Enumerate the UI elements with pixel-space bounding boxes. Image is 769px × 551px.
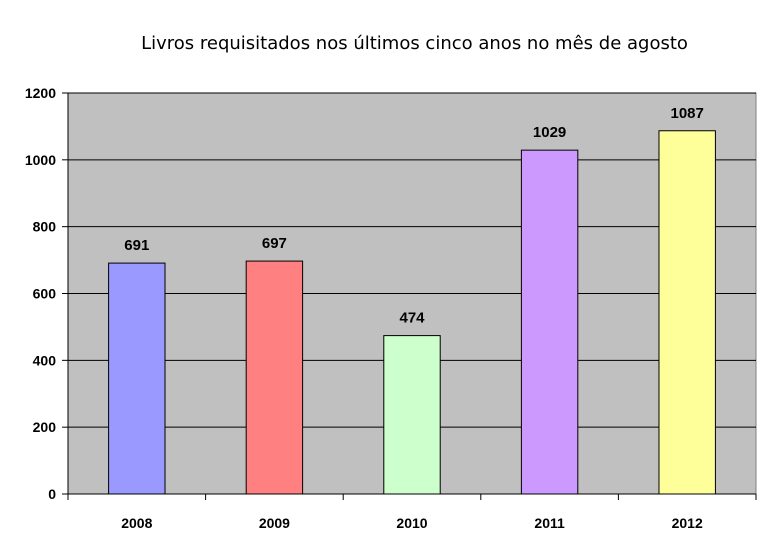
data-label-2012: 1087	[671, 105, 704, 122]
x-tick-label-2009: 2009	[259, 515, 290, 531]
bar-2011	[520, 149, 579, 495]
y-tick-label: 1200	[25, 85, 56, 101]
y-tick-label: 600	[33, 286, 57, 302]
y-tick-label: 1000	[25, 152, 56, 168]
data-label-2008: 691	[124, 237, 149, 254]
x-tick-label-2011: 2011	[534, 515, 565, 531]
y-tick-label: 0	[48, 486, 56, 502]
data-label-2010: 474	[399, 310, 425, 327]
y-tick-label: 400	[33, 352, 57, 368]
y-tick-label: 800	[33, 219, 57, 235]
chart-title: Livros requisitados nos últimos cinco an…	[141, 33, 688, 54]
x-tick-label-2012: 2012	[672, 515, 703, 531]
x-tick-label-2008: 2008	[121, 515, 152, 531]
bar-2010	[383, 335, 441, 495]
x-tick-label-2010: 2010	[396, 515, 427, 531]
data-label-2009: 697	[262, 235, 287, 252]
y-tick-label: 200	[33, 419, 57, 435]
bar-2008	[108, 262, 166, 495]
bar-2009	[245, 260, 304, 495]
bar-2012	[658, 130, 716, 495]
data-label-2011: 1029	[533, 124, 566, 141]
